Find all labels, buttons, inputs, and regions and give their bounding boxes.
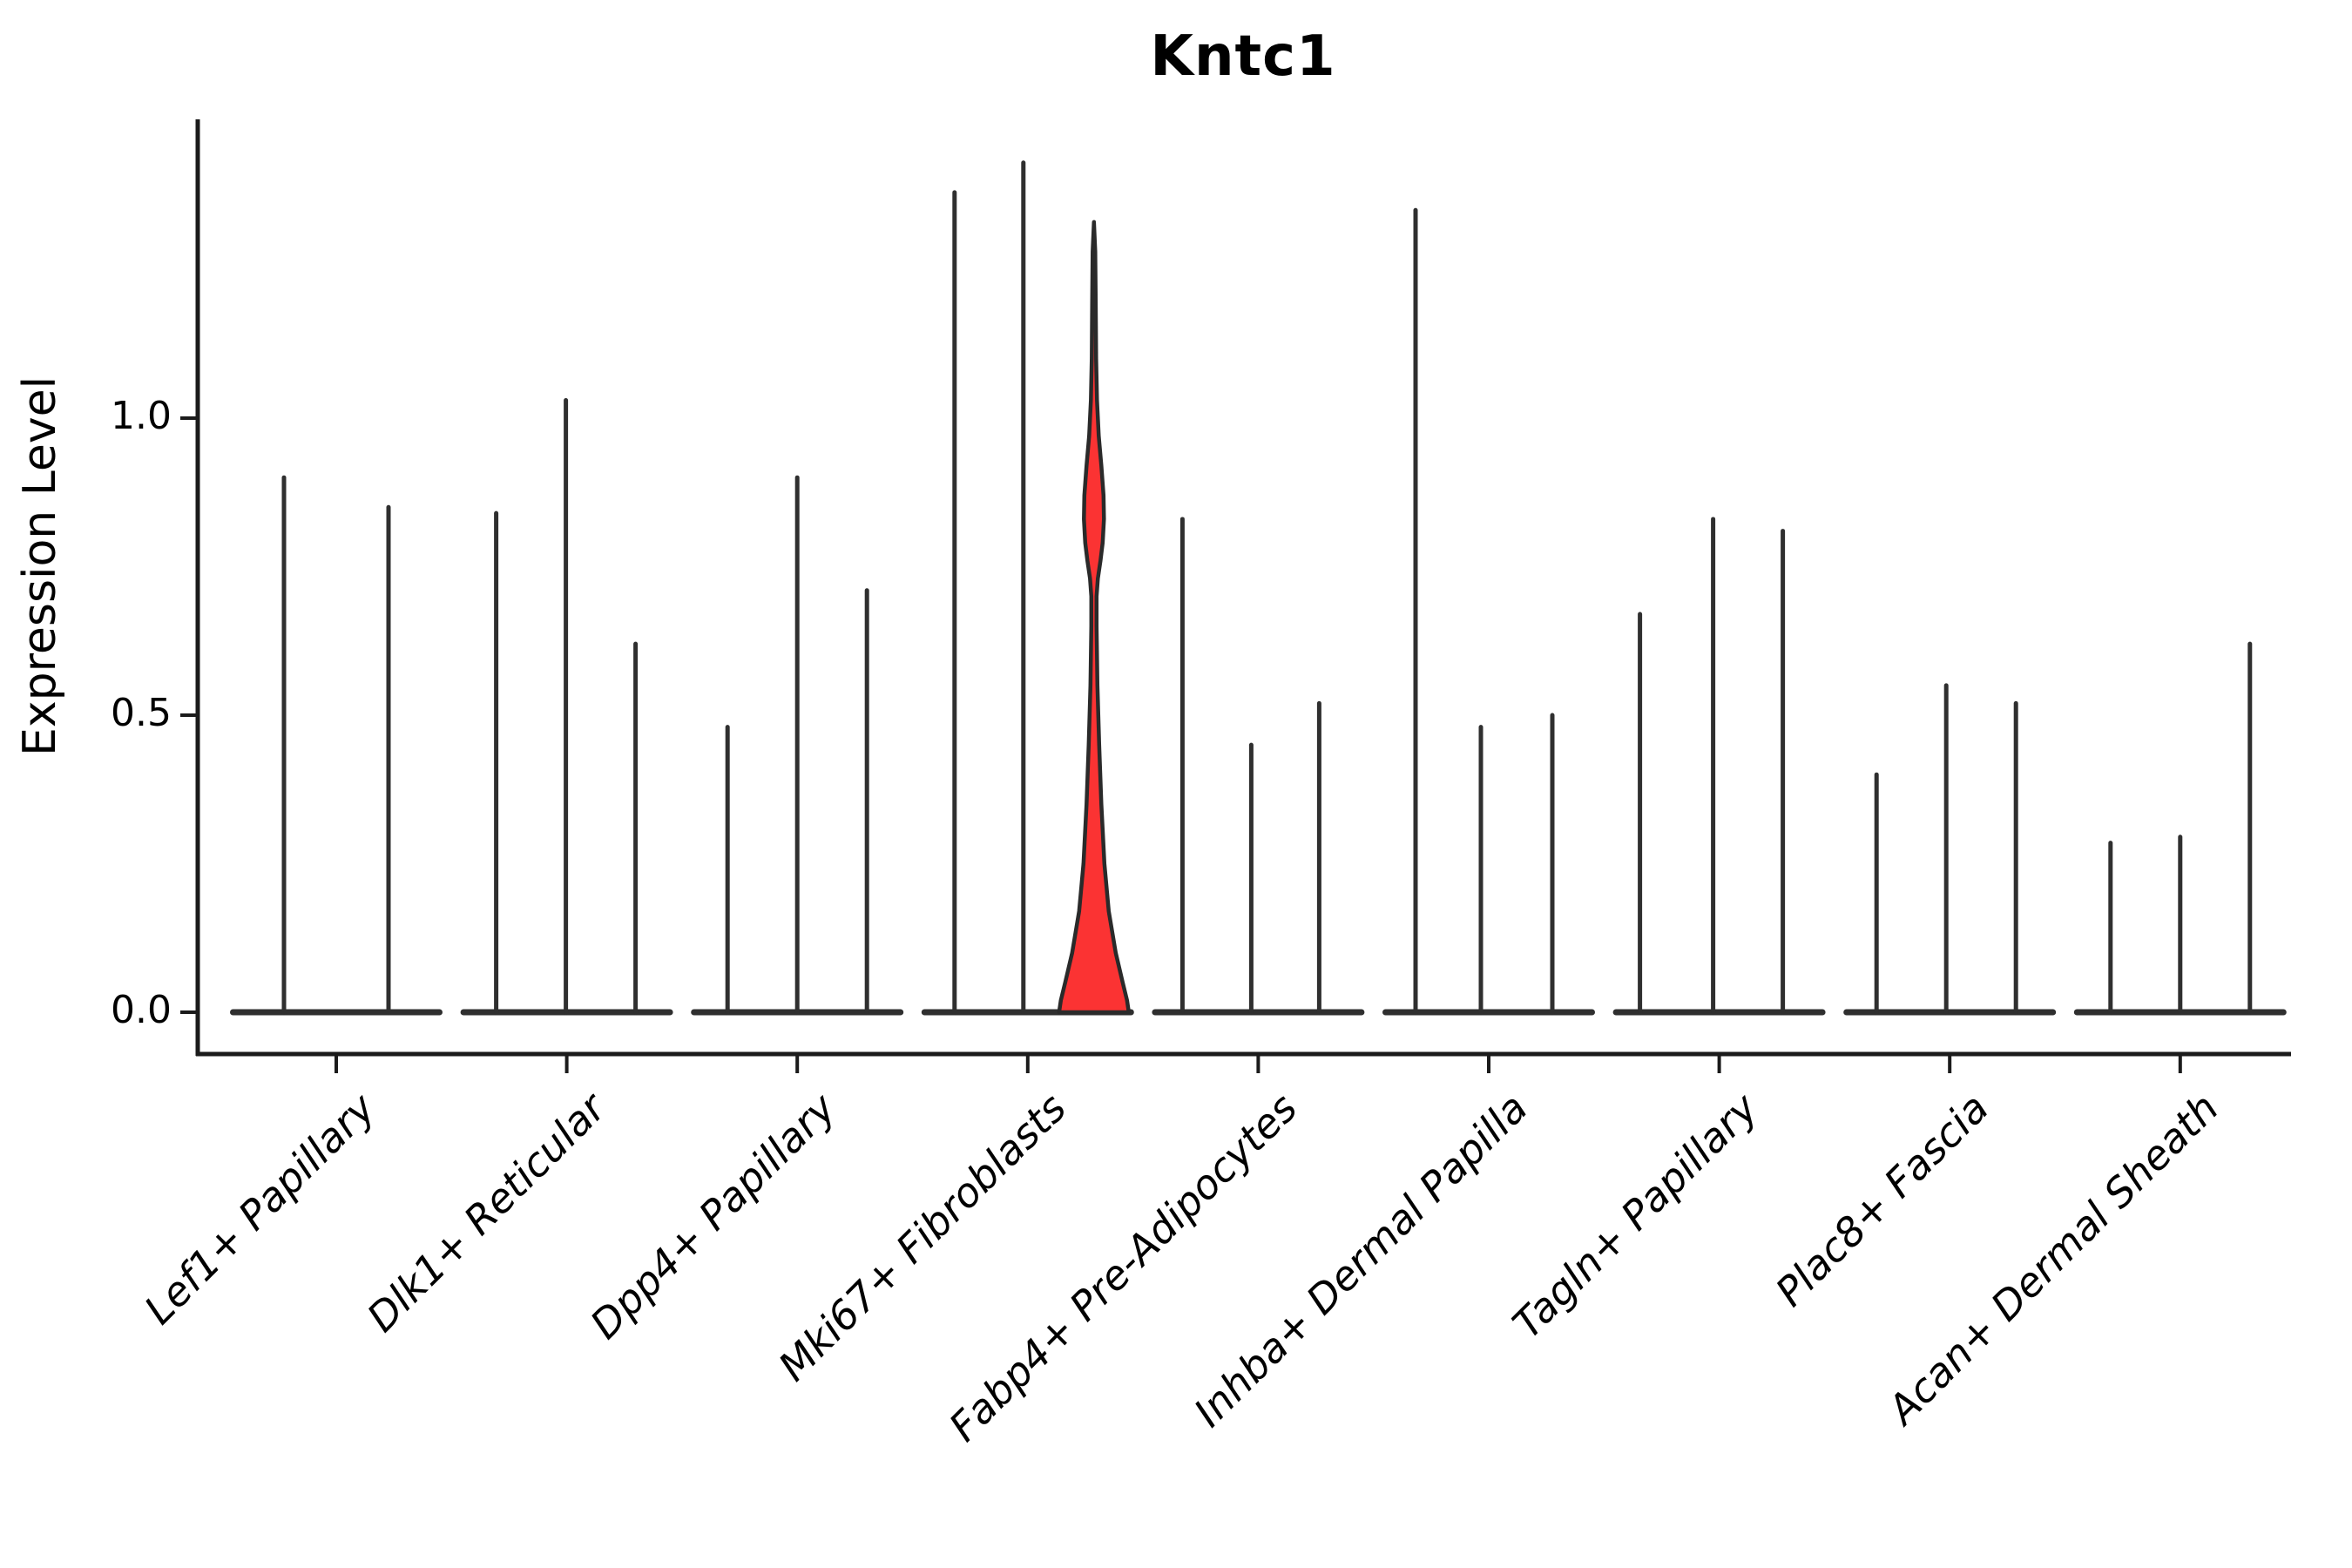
violin-baseline — [1843, 1009, 2057, 1016]
y-tick-label: 0.0 — [111, 988, 172, 1032]
violin-baseline — [1152, 1009, 1365, 1016]
y-tick-label: 1.0 — [111, 394, 172, 438]
chart-title: Kntc1 — [1150, 24, 1336, 89]
violin-baseline — [1612, 1009, 1826, 1016]
highlighted-violin — [1057, 220, 1132, 1015]
violin-baseline — [1382, 1009, 1595, 1016]
y-tick-label: 0.5 — [111, 691, 172, 735]
violin-baseline — [230, 1009, 443, 1016]
